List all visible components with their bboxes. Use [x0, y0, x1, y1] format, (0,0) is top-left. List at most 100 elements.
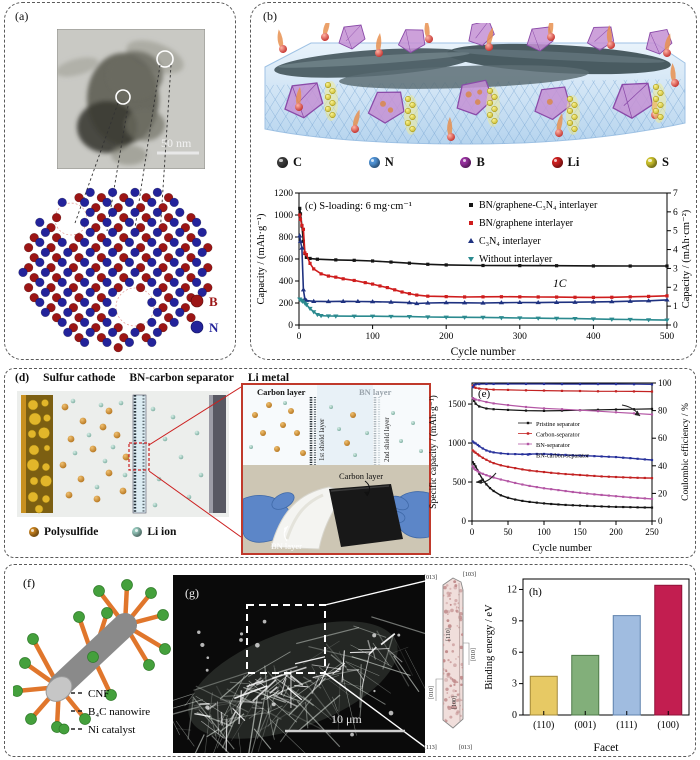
panel-d-header: (d) Sulfur cathode BN-carbon separator Li m… [15, 372, 290, 384]
c-sphere-icon [277, 157, 288, 168]
svg-text:(c) S-loading: 6 mg·cm⁻¹: (c) S-loading: 6 mg·cm⁻¹ [305, 201, 412, 212]
s-sphere-icon [646, 157, 658, 168]
legend-b4c: B₄C nanowire [88, 706, 150, 718]
svg-text:80: 80 [658, 406, 668, 416]
b-sphere-icon [460, 157, 472, 168]
svg-text:6: 6 [673, 208, 678, 218]
li-sphere-icon [551, 157, 563, 168]
svg-text:(h): (h) [529, 586, 542, 598]
svg-text:150: 150 [573, 527, 587, 537]
facet-body-upper: [110] [446, 628, 452, 641]
lattice-legend: B N [190, 294, 219, 335]
svg-text:2: 2 [673, 283, 678, 293]
svg-text:500: 500 [660, 332, 675, 342]
svg-text:40: 40 [658, 461, 668, 471]
legend-item-n: N [368, 155, 394, 170]
svg-text:3: 3 [673, 264, 678, 274]
svg-text:100: 100 [537, 527, 551, 537]
panel-b-c: (b) [250, 2, 697, 360]
svg-text:1000: 1000 [448, 438, 467, 448]
svg-text:5: 5 [673, 227, 678, 237]
shield-layers-diagram: Carbon layer BN layer 1st shield layer 2… [243, 385, 429, 465]
svg-text:Capacity / (mAh·g⁻¹): Capacity / (mAh·g⁻¹) [256, 213, 267, 304]
legend-b-label: B [209, 294, 218, 309]
svg-text:Pristine separator: Pristine separator [536, 421, 581, 428]
panel-b-label: (b) [263, 9, 277, 23]
cnf-end-cap [45, 676, 73, 702]
svg-text:(110): (110) [533, 720, 554, 731]
svg-text:20: 20 [658, 488, 668, 498]
shield1-label: 1st shield layer [318, 418, 326, 461]
tem-marker-circle-1 [115, 89, 131, 105]
svg-text:9: 9 [512, 616, 517, 627]
svg-text:60: 60 [658, 433, 668, 443]
legend-item-polysulfide: Polysulfide [29, 526, 98, 538]
polysulfide-icon [29, 527, 39, 537]
bn-lattice-diagram: B N [18, 187, 219, 353]
panel-d-legend: Polysulfide Li ion [29, 526, 176, 538]
svg-text:0: 0 [297, 332, 302, 342]
svg-text:Capacity / (mAh·cm⁻²): Capacity / (mAh·cm⁻²) [681, 209, 692, 308]
panel-d-label: (d) [15, 372, 30, 384]
composite-interlayer-illustration [264, 23, 686, 145]
legend-n-label: N [209, 320, 219, 335]
svg-text:C₃N₄ interlayer: C₃N₄ interlayer [479, 236, 541, 247]
legend-item-s: S [646, 155, 669, 170]
svg-text:Cycle number: Cycle number [532, 543, 592, 554]
svg-text:6: 6 [512, 647, 517, 658]
svg-text:100: 100 [365, 332, 380, 342]
sulfur-cathode [21, 395, 53, 514]
svg-text:0: 0 [673, 321, 678, 331]
svg-text:400: 400 [279, 277, 294, 287]
panel-f-label: (f) [23, 576, 35, 590]
panel-d-e: (d) Sulfur cathode BN-carbon separator Li m… [4, 368, 696, 558]
panel-a-label: (a) [15, 9, 29, 23]
svg-text:0: 0 [512, 710, 517, 721]
facet-top-right: [103] [463, 572, 476, 578]
graphene-sheets [274, 43, 671, 89]
panel-a: (a) 50 nm [4, 2, 236, 360]
svg-text:0: 0 [288, 321, 293, 331]
separator-cycling-chart: 0 50 100 150 200 250 0 500 1000 1500 0 20 40 60 80 100 S… [426, 371, 697, 557]
svg-text:(100): (100) [657, 720, 679, 731]
svg-text:Facet: Facet [594, 742, 620, 754]
cycling-performance-chart: 0 100 200 300 400 500 0 200 400 600 800 1000 1200 0 1 2… [253, 183, 697, 361]
svg-text:Coulombic efficiency / %: Coulombic efficiency / % [680, 403, 691, 501]
svg-text:400: 400 [586, 332, 601, 342]
svg-text:500: 500 [453, 477, 467, 487]
svg-text:1: 1 [673, 302, 678, 312]
svg-text:BN/graphene interlayer: BN/graphene interlayer [479, 218, 574, 229]
legend-item-b: B [460, 155, 485, 170]
legend-item-li: Li [551, 155, 579, 170]
svg-text:1000: 1000 [274, 211, 293, 221]
legend-item-c: C [277, 155, 302, 170]
svg-text:100: 100 [658, 378, 672, 388]
facet-bottom-right: [013] [459, 745, 472, 751]
svg-text:0: 0 [470, 527, 475, 537]
svg-text:7: 7 [673, 189, 678, 199]
svg-text:Without interlayer: Without interlayer [479, 254, 553, 265]
li-metal-slab [209, 395, 226, 513]
carbon-shield-strip [309, 397, 317, 465]
svg-text:(e): (e) [478, 388, 491, 400]
separator-photo: Carbon layer BN layer [243, 465, 429, 553]
photo-bn-label: BN layer [271, 541, 302, 551]
cell-schematic [17, 391, 229, 517]
facet-left-lower: [010] [429, 686, 435, 699]
legend-cnf: CNF [88, 688, 109, 700]
separator-zoom-inset: Carbon layer BN layer 1st shield layer 2… [241, 383, 431, 555]
sem-image: (g) 10 μm [173, 575, 425, 753]
svg-text:200: 200 [439, 332, 454, 342]
svg-text:1200: 1200 [274, 189, 293, 199]
n-sphere-icon [368, 157, 380, 168]
bn-layer-label: BN layer [359, 387, 392, 397]
panel-f-g-h: (f) CNF [4, 564, 696, 757]
svg-text:300: 300 [513, 332, 528, 342]
legend-ni: Ni catalyst [88, 724, 135, 736]
svg-text:(001): (001) [574, 720, 596, 731]
svg-text:800: 800 [279, 233, 294, 243]
binding-energy-chart: 0 3 6 9 12 (110) (001) (111) (100) Binding energy… [483, 567, 697, 757]
tem-image: 50 nm [57, 29, 205, 169]
facet-bottom-left: [113] [424, 745, 437, 751]
